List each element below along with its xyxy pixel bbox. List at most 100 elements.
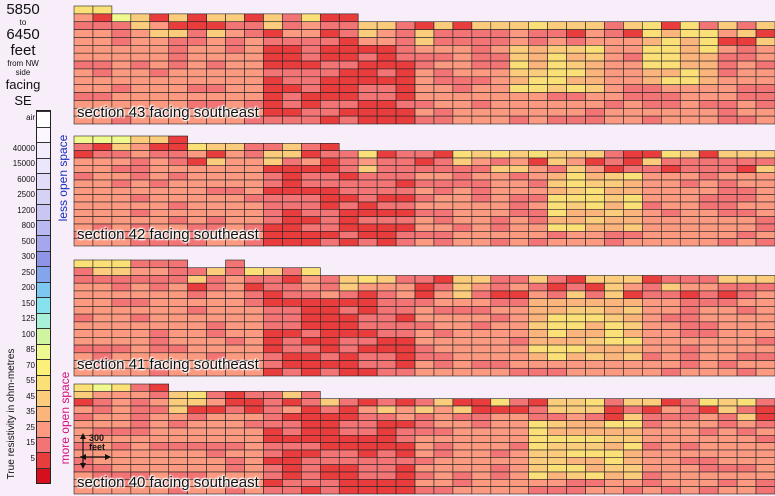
resistivity-cell [338, 76, 359, 85]
resistivity-cell [395, 344, 416, 354]
resistivity-cell [301, 457, 321, 465]
resistivity-cell [149, 37, 170, 46]
resistivity-cell [206, 337, 226, 346]
resistivity-cell [92, 45, 113, 54]
resistivity-cell [547, 275, 567, 284]
resistivity-cell [338, 306, 359, 315]
resistivity-cell [698, 329, 719, 338]
legend-swatch [37, 250, 50, 266]
resistivity-cell [642, 68, 662, 78]
resistivity-cell [661, 290, 681, 299]
resistivity-cell [566, 216, 586, 225]
resistivity-cell [717, 165, 738, 173]
resistivity-cell [679, 367, 700, 377]
resistivity-cell [206, 275, 226, 284]
resistivity-cell [528, 172, 548, 181]
resistivity-cell [604, 290, 624, 299]
resistivity-cell [414, 157, 435, 166]
resistivity-cell [509, 298, 530, 307]
resistivity-cell [225, 464, 245, 473]
resistivity-cell [263, 84, 283, 93]
resistivity-cell [338, 21, 359, 30]
resistivity-cell [585, 68, 605, 78]
resistivity-cell [301, 76, 321, 85]
resistivity-cell [547, 306, 567, 315]
resistivity-cell [376, 398, 397, 407]
resistivity-cell [566, 298, 586, 307]
resistivity-cell [301, 13, 321, 23]
resistivity-cell [149, 29, 170, 38]
resistivity-cell [736, 479, 757, 487]
resistivity-cell [698, 209, 719, 217]
resistivity-cell [376, 313, 397, 323]
resistivity-cell [528, 337, 548, 346]
resistivity-cell [301, 45, 321, 54]
resistivity-cell [433, 76, 454, 85]
resistivity-cell [301, 37, 321, 46]
resistivity-cell [698, 449, 719, 458]
resistivity-cell [130, 92, 151, 101]
resistivity-cell [111, 216, 132, 225]
resistivity-cell [585, 45, 605, 54]
resistivity-cell [623, 442, 643, 451]
resistivity-cell [585, 298, 605, 307]
resistivity-cell [717, 100, 738, 109]
resistivity-cell [547, 313, 567, 323]
legend-value-label: 70 [26, 360, 35, 370]
resistivity-cell [357, 442, 378, 451]
resistivity-cell [187, 275, 207, 284]
resistivity-cell [604, 179, 624, 188]
resistivity-cell [263, 76, 283, 85]
resistivity-cell [168, 194, 188, 203]
resistivity-cell [452, 306, 473, 315]
resistivity-cell [206, 172, 226, 181]
resistivity-cell [585, 344, 605, 354]
resistivity-cell [320, 29, 340, 38]
resistivity-cell [452, 298, 473, 307]
resistivity-cell [679, 21, 700, 30]
legend-swatch [37, 142, 50, 158]
resistivity-cell [338, 449, 359, 458]
resistivity-cell [490, 68, 511, 78]
resistivity-cell [149, 179, 170, 188]
resistivity-cell [755, 329, 775, 338]
resistivity-cell [528, 165, 548, 173]
resistivity-cell [414, 367, 435, 377]
resistivity-cell [73, 52, 94, 62]
resistivity-cell [471, 344, 492, 354]
resistivity-cell [282, 143, 302, 151]
resistivity-cell [149, 413, 170, 421]
resistivity-cell [414, 115, 435, 125]
resistivity-cell [585, 360, 605, 369]
resistivity-cell [736, 92, 757, 101]
resistivity-cell [585, 321, 605, 330]
resistivity-cell [92, 313, 113, 323]
resistivity-cell [282, 360, 302, 369]
resistivity-cell [187, 391, 207, 399]
resistivity-cell [623, 37, 643, 46]
resistivity-cell [471, 321, 492, 330]
resistivity-cell [736, 157, 757, 166]
resistivity-cell [130, 179, 151, 188]
resistivity-cell [661, 367, 681, 377]
resistivity-cell [698, 150, 719, 159]
resistivity-cell [509, 471, 530, 480]
resistivity-cell [111, 84, 132, 93]
legend-swatch [37, 281, 50, 297]
resistivity-cell [149, 135, 170, 144]
resistivity-cell [736, 76, 757, 85]
resistivity-cell [698, 321, 719, 330]
resistivity-cell [623, 486, 643, 495]
resistivity-cell [263, 344, 283, 354]
resistivity-cell [263, 209, 283, 217]
resistivity-cell [187, 435, 207, 443]
resistivity-cell [433, 194, 454, 203]
resistivity-cell [679, 435, 700, 443]
resistivity-cell [414, 352, 435, 361]
resistivity-cell [414, 344, 435, 354]
resistivity-cell [471, 486, 492, 495]
resistivity-cell [111, 29, 132, 38]
resistivity-cell [528, 290, 548, 299]
resistivity-cell [187, 420, 207, 429]
resistivity-cell [528, 216, 548, 225]
